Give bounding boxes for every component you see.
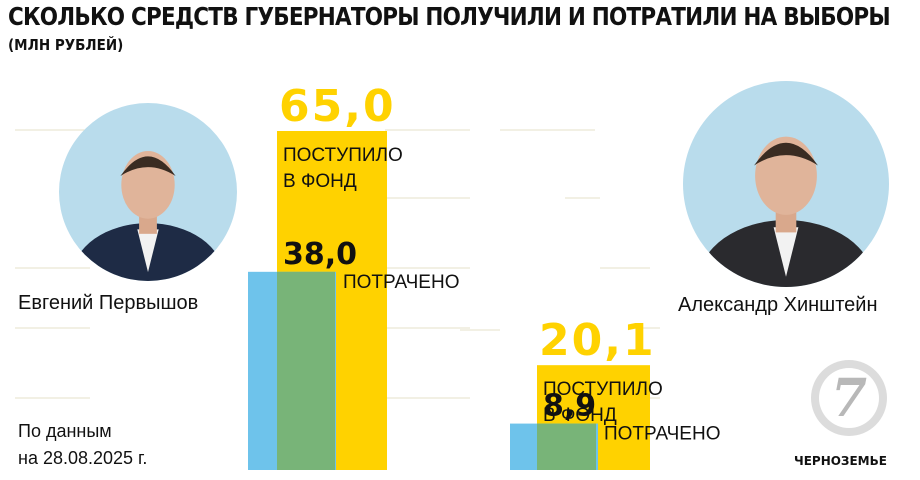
source-line-1: По данным	[18, 421, 112, 441]
portrait-hair	[120, 156, 176, 176]
emblem-inner	[819, 368, 879, 428]
portrait-collar	[137, 229, 159, 273]
caption-received-line1: ПОСТУПИЛО	[283, 145, 403, 166]
newspaper-emblem-icon: 7	[811, 360, 887, 436]
portrait-collar	[773, 227, 799, 277]
caption-received-line2: В ФОНД	[543, 405, 617, 426]
value-label-spent: 38,0	[283, 237, 357, 272]
portrait-figure	[72, 151, 224, 281]
chart-subtitle: (МЛН РУБЛЕЙ)	[8, 36, 124, 54]
portrait-shoulders	[698, 220, 874, 287]
chart-title: СКОЛЬКО СРЕДСТВ ГУБЕРНАТОРЫ ПОЛУЧИЛИ И П…	[8, 2, 891, 31]
brand-label: ЧЕРНОЗЕМЬЕ	[794, 454, 887, 468]
bar-spent	[537, 423, 596, 470]
portrait-khinshtein	[683, 81, 889, 287]
source-note: По данным на 28.08.2025 г.	[18, 418, 147, 472]
caption-received-line2: В ФОНД	[283, 171, 357, 192]
portrait-pervyshov	[59, 103, 237, 281]
caption-spent: ПОТРАЧЕНО	[343, 272, 459, 293]
governor-name-khinshtein: Александр Хинштейн	[678, 294, 878, 316]
portrait-shoulders	[72, 223, 224, 281]
bar-spent	[277, 271, 335, 470]
caption-received-line1: ПОСТУПИЛО	[543, 379, 663, 400]
value-label-spent: 8,9	[543, 389, 596, 424]
governor-name-pervyshov: Евгений Первышов	[18, 292, 199, 314]
portrait-hair	[754, 142, 818, 166]
emblem-glyph: 7	[831, 368, 867, 429]
portrait-figure	[698, 136, 874, 287]
source-line-2: на 28.08.2025 г.	[18, 448, 148, 468]
value-label-received: 20,1	[539, 315, 656, 366]
value-label-received: 65,0	[279, 81, 396, 132]
caption-spent: ПОТРАЧЕНО	[604, 424, 720, 445]
